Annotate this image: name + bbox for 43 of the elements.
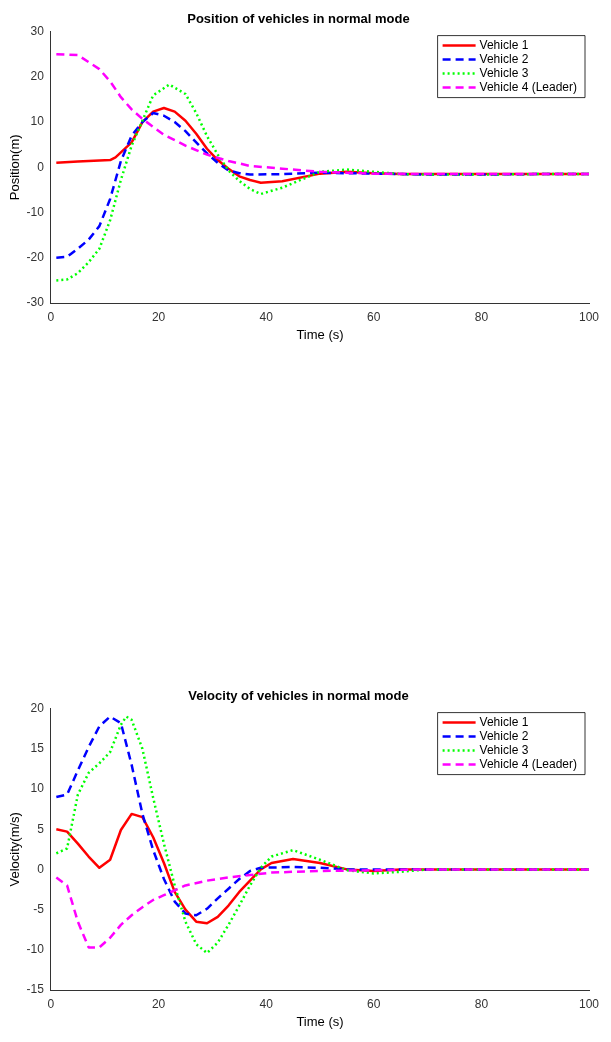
line-series — [55, 868, 589, 949]
legend-label: Vehicle 3 — [479, 742, 529, 757]
y-tick-label: -30 — [26, 295, 45, 310]
y-tick-label: 0 — [37, 861, 45, 876]
y-tick-label: -10 — [26, 204, 45, 219]
x-tick-label: 60 — [367, 309, 381, 324]
legend-label: Vehicle 3 — [479, 65, 529, 80]
y-axis-title: Position(m) — [7, 134, 23, 201]
x-tick-label: 60 — [367, 996, 381, 1011]
y-tick-label: -20 — [26, 250, 45, 265]
x-tick-label: 0 — [47, 309, 55, 324]
x-axis-title: Time (s) — [296, 326, 344, 342]
x-tick-label: 20 — [151, 996, 166, 1011]
line-series — [55, 52, 589, 176]
y-axis-title: Velocity(m/s) — [7, 812, 23, 887]
y-tick-label: 15 — [30, 741, 45, 756]
y-tick-label: -10 — [26, 942, 45, 957]
x-tick-label: 100 — [578, 996, 600, 1011]
legend-label: Vehicle 4 (Leader) — [479, 79, 578, 94]
legend-label: Vehicle 1 — [479, 37, 529, 52]
chart-title: Position of vehicles in normal mode — [187, 11, 410, 27]
y-tick-label: 30 — [30, 23, 45, 38]
y-tick-label: 20 — [30, 69, 45, 84]
x-tick-label: 80 — [474, 996, 489, 1011]
legend-label: Vehicle 2 — [479, 728, 529, 743]
chart-title: Velocity of vehicles in normal mode — [188, 688, 409, 704]
y-tick-label: 20 — [30, 700, 45, 715]
x-axis-title: Time (s) — [296, 1013, 344, 1029]
x-tick-label: 40 — [259, 309, 274, 324]
x-tick-label: 100 — [578, 309, 600, 324]
x-tick-label: 20 — [151, 309, 166, 324]
legend-label: Vehicle 1 — [479, 714, 529, 729]
legend-label: Vehicle 4 (Leader) — [479, 756, 578, 771]
x-tick-label: 0 — [47, 996, 55, 1011]
x-tick-label: 80 — [474, 309, 489, 324]
y-tick-label: 0 — [37, 159, 45, 174]
y-tick-label: -5 — [33, 901, 45, 916]
y-tick-label: 10 — [30, 114, 45, 129]
y-tick-label: -15 — [26, 982, 45, 997]
y-tick-label: 10 — [30, 781, 45, 796]
y-tick-label: 5 — [37, 821, 45, 836]
x-tick-label: 40 — [259, 996, 274, 1011]
legend-label: Vehicle 2 — [479, 51, 529, 66]
